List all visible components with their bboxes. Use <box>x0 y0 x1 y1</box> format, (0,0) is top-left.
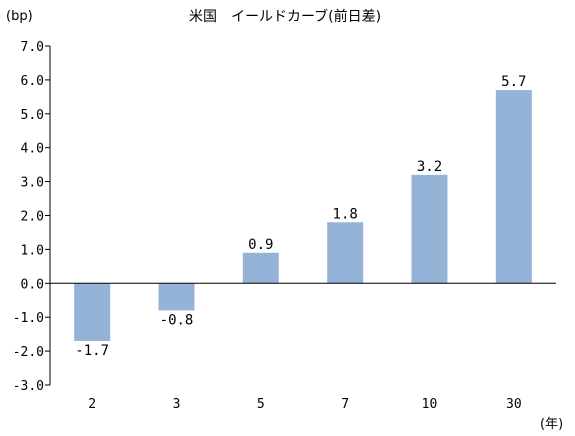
x-tick-label-2: 2 <box>88 397 96 412</box>
bar-30 <box>495 90 532 284</box>
data-label-3: -0.8 <box>160 312 194 328</box>
y-tick-label: 4.0 <box>21 142 44 157</box>
data-label-2: -1.7 <box>75 343 109 359</box>
x-tick-label-7: 7 <box>341 397 349 412</box>
y-tick-label: 3.0 <box>21 176 44 191</box>
x-axis-unit-label: (年) <box>540 417 563 432</box>
data-label-7: 1.8 <box>333 206 358 222</box>
y-tick-label: -2.0 <box>13 345 44 360</box>
y-tick-label: 1.0 <box>21 243 44 258</box>
y-tick-label: 0.0 <box>21 277 44 292</box>
y-tick-label: 2.0 <box>21 210 44 225</box>
bar-2 <box>74 283 111 341</box>
y-tick-label: -3.0 <box>13 379 44 394</box>
y-tick-label: 7.0 <box>21 40 44 55</box>
chart-title: 米国 イールドカーブ(前日差) <box>189 8 381 25</box>
y-tick-label: 6.0 <box>21 74 44 89</box>
bar-7 <box>327 222 364 284</box>
bar-3 <box>158 283 195 311</box>
y-tick-label: 5.0 <box>21 108 44 123</box>
x-tick-label-30: 30 <box>506 397 522 412</box>
plot-area: 7.0 6.0 5.0 4.0 3.0 2.0 1.0 0.0 -1.0 -2.0 -3.0 -1.7… <box>13 40 556 412</box>
data-label-5: 0.9 <box>248 237 273 253</box>
bar-10 <box>411 174 448 284</box>
x-tick-label-10: 10 <box>422 397 438 412</box>
data-label-10: 3.2 <box>417 159 442 175</box>
x-tick-label-3: 3 <box>173 397 181 412</box>
y-axis-unit-label: (bp) <box>6 9 33 24</box>
y-tick-label: -1.0 <box>13 311 44 326</box>
x-tick-label-5: 5 <box>257 397 265 412</box>
bar-5 <box>242 252 279 284</box>
data-label-30: 5.7 <box>501 74 526 90</box>
